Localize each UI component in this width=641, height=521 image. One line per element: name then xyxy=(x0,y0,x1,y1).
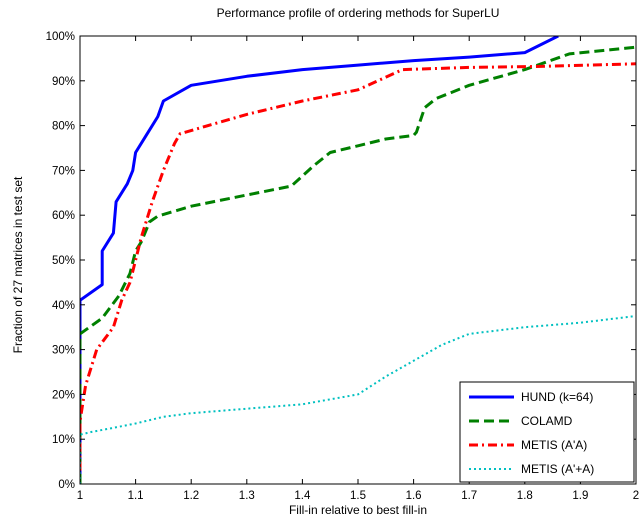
legend-label: HUND (k=64) xyxy=(521,390,593,404)
x-tick-label: 1.2 xyxy=(183,490,199,502)
x-tick-label: 1.3 xyxy=(239,490,255,502)
x-tick-label: 1 xyxy=(77,490,83,502)
y-tick-label: 60% xyxy=(52,210,75,222)
series-layer xyxy=(80,36,636,484)
y-tick-label: 10% xyxy=(52,434,75,446)
y-tick-label: 80% xyxy=(52,121,75,133)
x-axis-label: Fill-in relative to best fill-in xyxy=(289,503,427,517)
series-line-4 xyxy=(80,315,636,484)
legend: HUND (k=64) COLAMD METIS (A'A) METIS (A'+A) xyxy=(459,381,635,483)
x-tick-label: 1.7 xyxy=(461,490,477,502)
y-tick-label: 100% xyxy=(46,31,75,43)
x-tick-label: 1.4 xyxy=(294,490,311,502)
x-tick-label: 1.8 xyxy=(517,490,533,502)
x-tick-label: 1.9 xyxy=(572,490,588,502)
x-tick-label: 1.6 xyxy=(406,490,422,502)
y-tick-label: 0% xyxy=(58,479,75,491)
legend-label: METIS (A'A) xyxy=(521,438,587,452)
y-axis-label: Fraction of 27 matrices in test set xyxy=(11,176,25,353)
legend-label: COLAMD xyxy=(521,414,573,428)
series-line-2 xyxy=(80,45,636,484)
y-tick-label: 30% xyxy=(52,345,75,357)
x-tick-label: 2 xyxy=(633,490,639,502)
x-axis-ticks: 1 1.1 1.2 1.3 1.4 1.5 1.6 1.7 1.8 1.9 2 xyxy=(77,36,639,502)
legend-box xyxy=(459,381,635,483)
y-tick-label: 40% xyxy=(52,300,75,312)
chart-title: Performance profile of ordering methods … xyxy=(217,6,500,20)
y-tick-label: 90% xyxy=(52,76,75,88)
x-tick-label: 1.5 xyxy=(350,490,366,502)
y-tick-label: 70% xyxy=(52,165,75,177)
x-tick-label: 1.1 xyxy=(128,490,144,502)
y-tick-label: 50% xyxy=(52,255,75,267)
series-line-1 xyxy=(80,36,559,484)
legend-label: METIS (A'+A) xyxy=(521,462,594,476)
y-tick-label: 20% xyxy=(52,389,75,401)
series-line-3 xyxy=(80,62,636,471)
y-axis-ticks: 0% 10% 20% 30% 40% 50% 60% 70% 80% 90% 100% xyxy=(46,31,636,491)
